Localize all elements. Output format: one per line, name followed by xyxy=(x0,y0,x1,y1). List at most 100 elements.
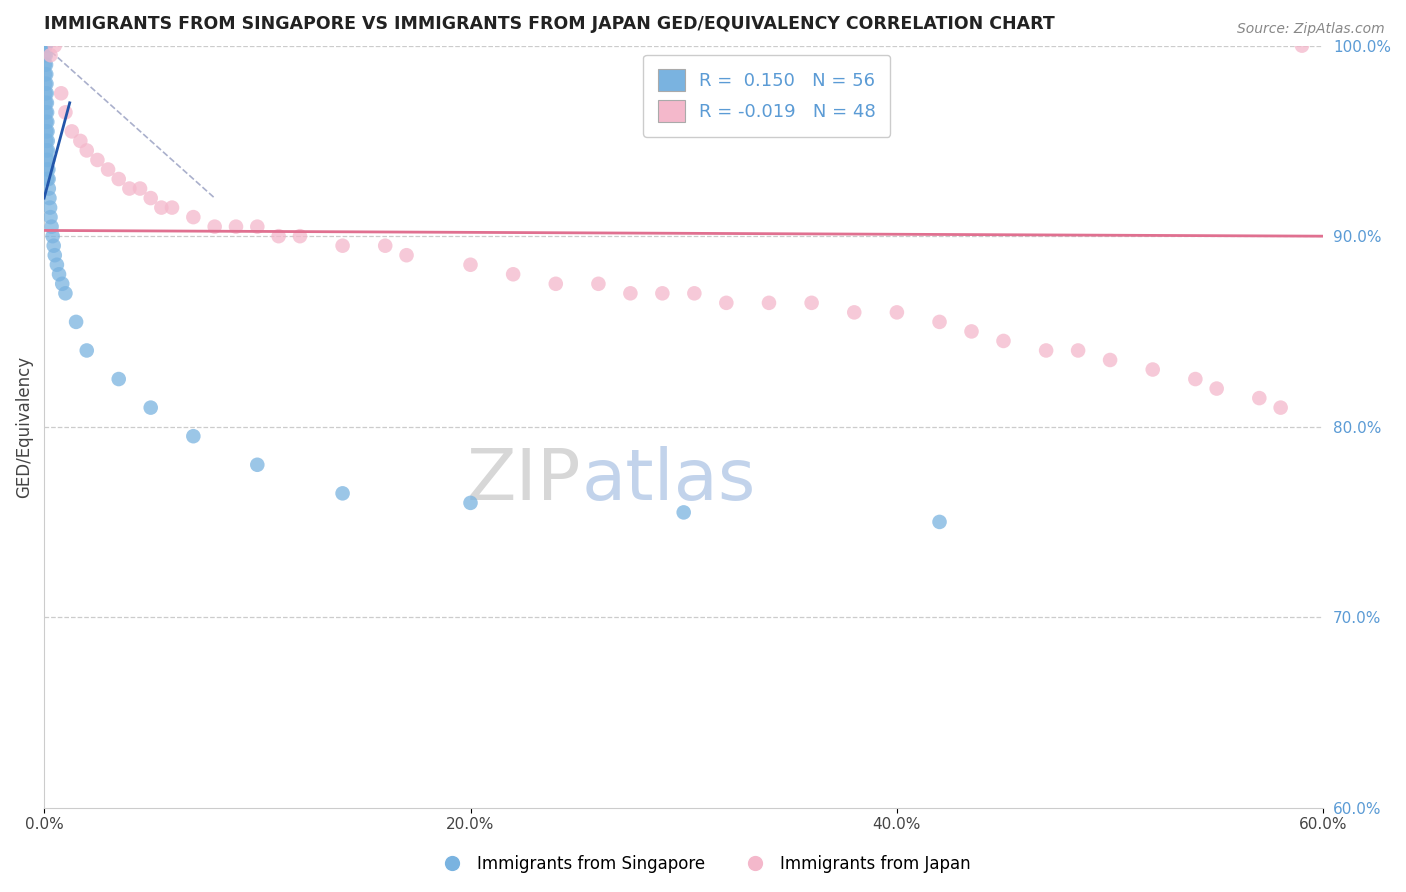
Point xyxy=(41,219,63,234)
Point xyxy=(288,229,311,244)
Point xyxy=(69,134,91,148)
Point xyxy=(44,38,66,53)
Point xyxy=(41,229,63,244)
Point xyxy=(37,144,59,158)
Point xyxy=(651,286,673,301)
Point xyxy=(139,191,162,205)
Point xyxy=(1249,391,1271,405)
Point xyxy=(928,515,950,529)
Point xyxy=(928,315,950,329)
Point xyxy=(35,124,58,138)
Point xyxy=(39,210,62,224)
Point xyxy=(160,201,183,215)
Text: ZIP: ZIP xyxy=(467,445,581,515)
Point xyxy=(76,144,98,158)
Point xyxy=(716,296,738,310)
Text: IMMIGRANTS FROM SINGAPORE VS IMMIGRANTS FROM JAPAN GED/EQUIVALENCY CORRELATION C: IMMIGRANTS FROM SINGAPORE VS IMMIGRANTS … xyxy=(44,15,1054,33)
Point xyxy=(993,334,1015,348)
Point xyxy=(34,58,56,72)
Point xyxy=(35,144,58,158)
Point xyxy=(34,38,56,53)
Point xyxy=(51,87,73,101)
Point xyxy=(34,38,56,53)
Point xyxy=(1142,362,1164,376)
Point xyxy=(619,286,641,301)
Point xyxy=(76,343,98,358)
Point xyxy=(48,267,70,281)
Point xyxy=(460,496,482,510)
Point xyxy=(38,181,60,195)
Point xyxy=(183,210,205,224)
Point xyxy=(35,95,58,110)
Point xyxy=(960,325,983,339)
Point xyxy=(86,153,108,167)
Point xyxy=(107,172,129,186)
Point xyxy=(34,38,56,53)
Point xyxy=(800,296,823,310)
Text: atlas: atlas xyxy=(581,445,756,515)
Point xyxy=(107,372,129,386)
Point xyxy=(35,115,58,129)
Point xyxy=(37,153,59,167)
Point xyxy=(1291,38,1313,53)
Point xyxy=(672,505,695,519)
Point xyxy=(55,105,77,120)
Point xyxy=(42,238,65,252)
Point xyxy=(332,238,354,252)
Point xyxy=(332,486,354,500)
Point xyxy=(886,305,908,319)
Point xyxy=(1184,372,1206,386)
Point xyxy=(39,201,62,215)
Point xyxy=(35,87,58,101)
Point xyxy=(35,134,58,148)
Point xyxy=(34,38,56,53)
Point xyxy=(38,191,60,205)
Point xyxy=(150,201,173,215)
Point xyxy=(37,124,59,138)
Point xyxy=(246,458,269,472)
Point xyxy=(34,87,56,101)
Point xyxy=(1270,401,1292,415)
Point xyxy=(35,153,58,167)
Point xyxy=(37,172,59,186)
Point xyxy=(225,219,247,234)
Point xyxy=(1067,343,1090,358)
Point xyxy=(139,401,162,415)
Point xyxy=(35,58,58,72)
Point xyxy=(844,305,866,319)
Point xyxy=(34,77,56,91)
Point xyxy=(35,67,58,81)
Point xyxy=(118,181,141,195)
Point xyxy=(183,429,205,443)
Point xyxy=(51,277,73,291)
Point xyxy=(35,105,58,120)
Point xyxy=(37,115,59,129)
Point xyxy=(758,296,780,310)
Point xyxy=(55,286,77,301)
Point xyxy=(35,77,58,91)
Point xyxy=(374,238,396,252)
Point xyxy=(34,67,56,81)
Text: Source: ZipAtlas.com: Source: ZipAtlas.com xyxy=(1237,22,1385,37)
Point xyxy=(1205,382,1227,396)
Point xyxy=(204,219,226,234)
Point xyxy=(267,229,290,244)
Point xyxy=(65,315,87,329)
Point xyxy=(34,48,56,62)
Point xyxy=(246,219,269,234)
Point xyxy=(97,162,120,177)
Legend: Immigrants from Singapore, Immigrants from Japan: Immigrants from Singapore, Immigrants fr… xyxy=(429,848,977,880)
Point xyxy=(683,286,706,301)
Point xyxy=(35,162,58,177)
Point xyxy=(544,277,567,291)
Point xyxy=(35,105,58,120)
Point xyxy=(45,258,67,272)
Point xyxy=(395,248,418,262)
Point xyxy=(588,277,610,291)
Point xyxy=(34,38,56,53)
Point xyxy=(129,181,152,195)
Point xyxy=(1099,353,1122,368)
Point xyxy=(38,172,60,186)
Point xyxy=(35,48,58,62)
Point xyxy=(34,95,56,110)
